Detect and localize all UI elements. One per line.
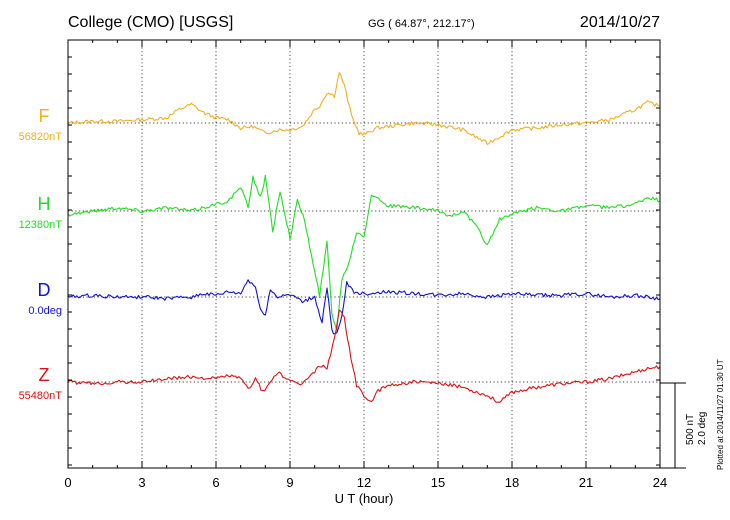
station-title: College (CMO) [USGS] bbox=[68, 14, 233, 31]
x-tick-label-3: 3 bbox=[138, 475, 145, 490]
channel-label-Z: Z bbox=[39, 365, 50, 385]
x-tick-label-21: 21 bbox=[579, 475, 593, 490]
traces bbox=[67, 72, 661, 403]
baseline-value-F: 56820nT bbox=[19, 131, 63, 143]
baseline-value-H: 12380nT bbox=[19, 219, 63, 231]
x-tick-label-9: 9 bbox=[286, 475, 293, 490]
baseline-value-D: 0.0deg bbox=[28, 305, 62, 317]
trace-Z bbox=[68, 309, 661, 403]
x-tick-label-12: 12 bbox=[357, 475, 371, 490]
coords-subtitle: GG ( 64.87°, 212.17°) bbox=[368, 18, 475, 30]
scale-bar-nt: 500 nT bbox=[685, 414, 696, 445]
plotted-note: Plotted at 2014/11/27 01:30 UT bbox=[716, 359, 725, 470]
x-axis: 0 3 6 9 12 15 18 21 24 bbox=[64, 40, 667, 490]
trace-F bbox=[67, 72, 661, 146]
baseline-value-Z: 55480nT bbox=[19, 390, 63, 402]
x-tick-label-24: 24 bbox=[653, 475, 667, 490]
trace-D bbox=[67, 279, 661, 335]
channel-baselines bbox=[68, 122, 660, 383]
grid-lines bbox=[141, 40, 587, 468]
channel-label-H: H bbox=[38, 194, 51, 214]
date-label: 2014/10/27 bbox=[580, 14, 660, 31]
x-tick-label-6: 6 bbox=[212, 475, 219, 490]
x-tick-label-18: 18 bbox=[505, 475, 519, 490]
scale-bar: 500 nT 2.0 deg bbox=[660, 382, 708, 469]
channel-label-D: D bbox=[38, 280, 51, 300]
x-tick-label-0: 0 bbox=[64, 475, 71, 490]
channel-label-F: F bbox=[39, 106, 50, 126]
channel-labels: F 56820nT H 12380nT D 0.0deg Z 55480nT bbox=[19, 106, 63, 402]
scale-bar-deg: 2.0 deg bbox=[697, 412, 708, 445]
x-axis-label: U T (hour) bbox=[335, 491, 394, 506]
trace-H bbox=[67, 174, 661, 332]
x-tick-label-15: 15 bbox=[431, 475, 445, 490]
